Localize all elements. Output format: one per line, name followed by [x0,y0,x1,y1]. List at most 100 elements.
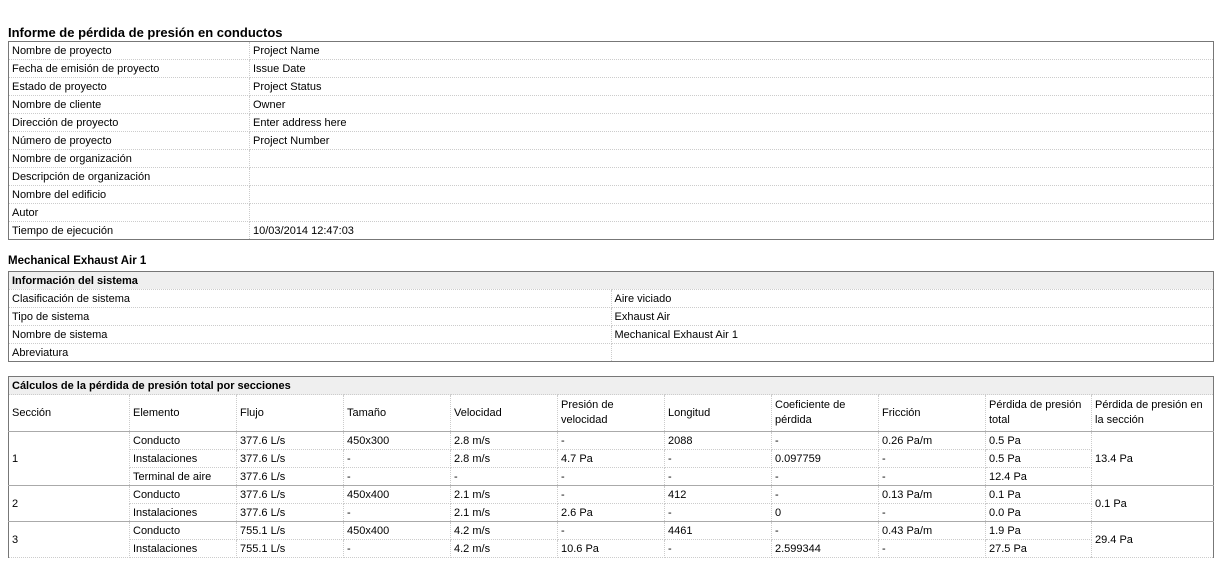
report-title: Informe de pérdida de presión en conduct… [8,25,283,40]
table-row: Terminal de aire 377.6 L/s - - - - - -12.4 Pa [9,467,1214,486]
table-cell: 2.8 m/s [450,449,558,468]
table-row: Instalaciones 377.6 L/s -2.1 m/s 2.6 Pa -0-0… [9,503,1214,522]
table-row: 1 Conducto 377.6 L/s 450x300 2.8 m/s -2088-0.… [8,431,1214,486]
table-cell: 0.43 Pa/m [878,521,986,540]
field-label: Clasificación de sistema [8,289,612,308]
field-value: Project Name [249,41,1214,60]
field-value [249,185,1214,204]
project-info-row: Nombre de cliente Owner [8,95,1214,114]
field-value: Issue Date [249,59,1214,78]
column-header: Pérdida de presión total [985,394,1092,432]
column-header: Tamaño [343,394,451,432]
system-title: Mechanical Exhaust Air 1 [8,255,147,267]
column-header: Sección [8,394,130,432]
section-loss: 29.4 Pa [1091,521,1214,558]
table-cell: 2.1 m/s [450,485,558,504]
column-header: Elemento [129,394,237,432]
calc-heading: Cálculos de la pérdida de presión total … [8,376,1214,395]
field-label: Autor [8,203,250,222]
field-value [249,203,1214,222]
table-row: 3 Conducto 755.1 L/s 450x400 4.2 m/s -4461-0.… [8,521,1214,558]
table-cell: 2.8 m/s [450,431,558,450]
system-info-row: Clasificación de sistema Aire viciado [8,289,1214,308]
table-cell: 27.5 Pa [985,539,1092,558]
project-info-table: Nombre de proyecto Project Name Fecha de e… [8,41,1214,240]
table-cell: - [664,449,772,468]
field-value: Project Number [249,131,1214,150]
field-value [611,343,1214,362]
table-row: 2 Conducto 377.6 L/s 450x400 2.1 m/s -412-0.1… [8,485,1214,522]
section-loss: 0.1 Pa [1091,485,1214,522]
table-cell: 4.2 m/s [450,539,558,558]
table-cell: 10.6 Pa [557,539,665,558]
table-cell: Conducto [129,521,237,540]
table-cell: - [878,539,986,558]
project-info-row: Estado de proyecto Project Status [8,77,1214,96]
table-cell: - [557,521,665,540]
table-cell: 377.6 L/s [236,485,344,504]
table-cell: - [557,485,665,504]
table-cell: 2088 [664,431,772,450]
column-header: Flujo [236,394,344,432]
table-cell: 450x400 [343,485,451,504]
table-cell: 4461 [664,521,772,540]
field-value: Owner [249,95,1214,114]
table-cell: 0.13 Pa/m [878,485,986,504]
column-header: Fricción [878,394,986,432]
table-cell: 412 [664,485,772,504]
table-row: Instalaciones 377.6 L/s -2.8 m/s 4.7 Pa -0.0… [9,449,1214,468]
table-cell: 0.097759 [771,449,879,468]
project-info-row: Dirección de proyecto Enter address here [8,113,1214,132]
table-cell: - [664,503,772,522]
table-cell: 755.1 L/s [236,539,344,558]
field-value: Enter address here [249,113,1214,132]
system-info-heading: Información del sistema [8,271,1214,290]
column-header: Pérdida de presión en la sección [1091,394,1214,432]
table-cell: 4.2 m/s [450,521,558,540]
column-headers: Sección Elemento Flujo Tamaño Velocidad Presi… [8,394,1214,432]
field-label: Nombre de sistema [8,325,612,344]
system-info-row: Nombre de sistema Mechanical Exhaust Air … [8,325,1214,344]
project-info-row: Autor [8,203,1214,222]
system-info-row: Abreviatura [8,343,1214,362]
project-info-row: Nombre de organización [8,149,1214,168]
table-cell: 2.599344 [771,539,879,558]
table-cell: Terminal de aire [129,467,237,486]
table-cell: Instalaciones [129,449,237,468]
table-cell: 450x300 [343,431,451,450]
table-cell: - [557,467,665,486]
project-info-row: Tiempo de ejecución 10/03/2014 12:47:03 [8,221,1214,240]
table-cell: 1.9 Pa [985,521,1092,540]
table-cell: - [878,449,986,468]
system-info-header: Información del sistema [8,271,1214,290]
table-cell: 377.6 L/s [236,503,344,522]
table-cell: 0.5 Pa [985,449,1092,468]
table-cell: 377.6 L/s [236,449,344,468]
column-header: Coeficiente de pérdida [771,394,879,432]
table-cell: - [771,431,879,450]
column-header: Presión de velocidad [557,394,665,432]
table-cell: 450x400 [343,521,451,540]
table-cell: - [878,503,986,522]
field-label: Abreviatura [8,343,612,362]
table-cell: - [343,449,451,468]
table-cell: - [771,521,879,540]
field-value: Project Status [249,77,1214,96]
field-label: Nombre de proyecto [8,41,250,60]
field-label: Nombre de organización [8,149,250,168]
field-value: Mechanical Exhaust Air 1 [611,325,1214,344]
field-label: Tipo de sistema [8,307,612,326]
project-info-row: Nombre de proyecto Project Name [8,41,1214,60]
table-cell: Conducto [129,485,237,504]
table-cell: 0.5 Pa [985,431,1092,450]
table-cell: - [450,467,558,486]
column-header: Velocidad [450,394,558,432]
field-value [249,167,1214,186]
section-loss: 13.4 Pa [1091,431,1214,486]
section-number: 3 [8,521,130,558]
table-cell: Instalaciones [129,503,237,522]
table-cell: 0 [771,503,879,522]
field-label: Fecha de emisión de proyecto [8,59,250,78]
table-cell: 0.26 Pa/m [878,431,986,450]
field-label: Número de proyecto [8,131,250,150]
